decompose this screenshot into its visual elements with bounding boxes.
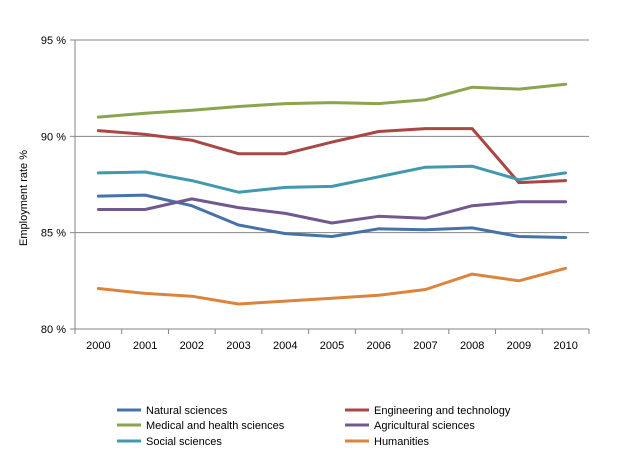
x-tick-label: 2000 xyxy=(86,340,110,352)
legend-label: Agricultural sciences xyxy=(374,420,475,432)
x-tick-labels: 2000 2001 2002 2003 2004 2005 2006 2007 2008 2009… xyxy=(86,340,578,352)
series-line-engineering-and-technology xyxy=(96,127,568,185)
legend-label: Medical and health sciences xyxy=(146,420,285,432)
y-tick-label: 90 % xyxy=(41,131,66,143)
series-line-natural-sciences xyxy=(96,193,568,239)
x-tick-label: 2004 xyxy=(273,340,297,352)
legend-label: Social sciences xyxy=(146,436,222,448)
legend: Natural sciences Engineering and technolo… xyxy=(117,405,511,448)
y-axis-label: Employment rate % xyxy=(18,150,30,246)
x-tick-label: 2002 xyxy=(180,340,204,352)
x-tick-label: 2005 xyxy=(320,340,344,352)
y-tick-label: 95 % xyxy=(41,35,66,47)
axes xyxy=(70,39,590,334)
series-lines xyxy=(96,82,568,306)
legend-label: Natural sciences xyxy=(146,405,228,417)
y-tick-label: 80 % xyxy=(41,324,66,336)
y-tick-labels: 80 % 85 % 90 % 95 % xyxy=(41,35,66,336)
series-line-humanities xyxy=(96,266,568,306)
x-tick-label: 2001 xyxy=(133,340,157,352)
x-tick-label: 2007 xyxy=(413,340,437,352)
x-tick-label: 2008 xyxy=(460,340,484,352)
series-line-medical-and-health-sciences xyxy=(96,82,568,119)
x-tick-label: 2009 xyxy=(507,340,531,352)
series-line-agricultural-sciences xyxy=(96,197,568,225)
x-tick-label: 2006 xyxy=(366,340,390,352)
y-tick-label: 85 % xyxy=(41,228,66,240)
x-tick-label: 2003 xyxy=(226,340,250,352)
series-line-social-sciences xyxy=(96,164,568,194)
x-tick-label: 2010 xyxy=(553,340,577,352)
legend-label: Engineering and technology xyxy=(374,405,511,417)
legend-label: Humanities xyxy=(374,436,430,448)
